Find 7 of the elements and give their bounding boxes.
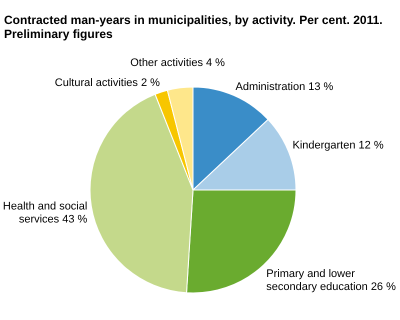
slice-label: Administration 13 % [235,80,334,93]
slice-label: Health and social services 43 % [2,200,88,226]
slice-label: Kindergarten 12 % [292,140,384,152]
chart-title: Contracted man-years in municipalities, by activity. Per cent. 2011. Preliminary figures [4,13,383,41]
slice-label: Primary and lower secondary education 26 % [266,268,396,293]
slice-label: Cultural activities 2 % [54,77,160,90]
slice-label: Other activities 4 % [130,56,226,69]
